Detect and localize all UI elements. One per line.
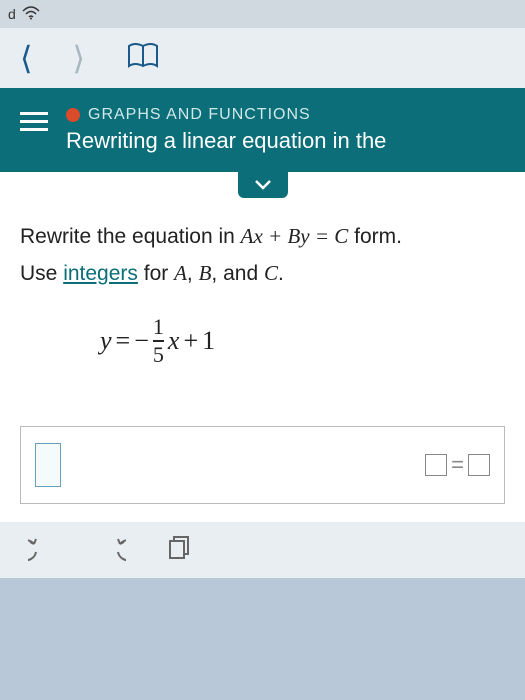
answer-input-slot[interactable]: [35, 443, 61, 487]
topic-title: Rewriting a linear equation in the: [66, 128, 505, 154]
answer-box: =: [20, 426, 505, 504]
problem-content: Rewrite the equation in Ax + By = C form…: [0, 198, 525, 426]
template-lhs-slot: [425, 454, 447, 476]
copy-icon[interactable]: [164, 532, 194, 567]
topic-header: GRAPHS AND FUNCTIONS Rewriting a linear …: [0, 88, 525, 172]
footer-toolbar: [0, 522, 525, 578]
undo-icon[interactable]: [28, 532, 58, 567]
expand-tab[interactable]: [238, 172, 288, 198]
fraction: 1 5: [153, 316, 164, 366]
category-row: GRAPHS AND FUNCTIONS: [66, 106, 505, 124]
category-dot-icon: [66, 108, 80, 122]
given-equation: y = − 1 5 x + 1: [20, 316, 505, 366]
answer-area: =: [0, 426, 525, 522]
equation-template-button[interactable]: =: [425, 452, 490, 478]
dropdown-row: [0, 172, 525, 198]
instruction-line-2: Use integers for A, B, and C.: [20, 261, 505, 286]
carrier-text: d: [8, 6, 16, 22]
header-text: GRAPHS AND FUNCTIONS Rewriting a linear …: [66, 106, 505, 154]
menu-icon[interactable]: [20, 112, 48, 131]
category-label: GRAPHS AND FUNCTIONS: [88, 106, 311, 124]
wifi-icon: [22, 6, 40, 23]
integers-link[interactable]: integers: [63, 262, 138, 285]
forward-icon[interactable]: ⟩: [72, 39, 84, 77]
template-equals: =: [451, 452, 464, 478]
instruction-line-1: Rewrite the equation in Ax + By = C form…: [20, 224, 505, 249]
status-bar: d: [0, 0, 525, 28]
template-rhs-slot: [468, 454, 490, 476]
book-icon[interactable]: [125, 38, 161, 79]
back-icon[interactable]: ⟨: [20, 39, 32, 77]
redo-icon[interactable]: [96, 532, 126, 567]
browser-toolbar: ⟨ ⟩: [0, 28, 525, 88]
standard-form: Ax + By = C: [241, 224, 349, 248]
